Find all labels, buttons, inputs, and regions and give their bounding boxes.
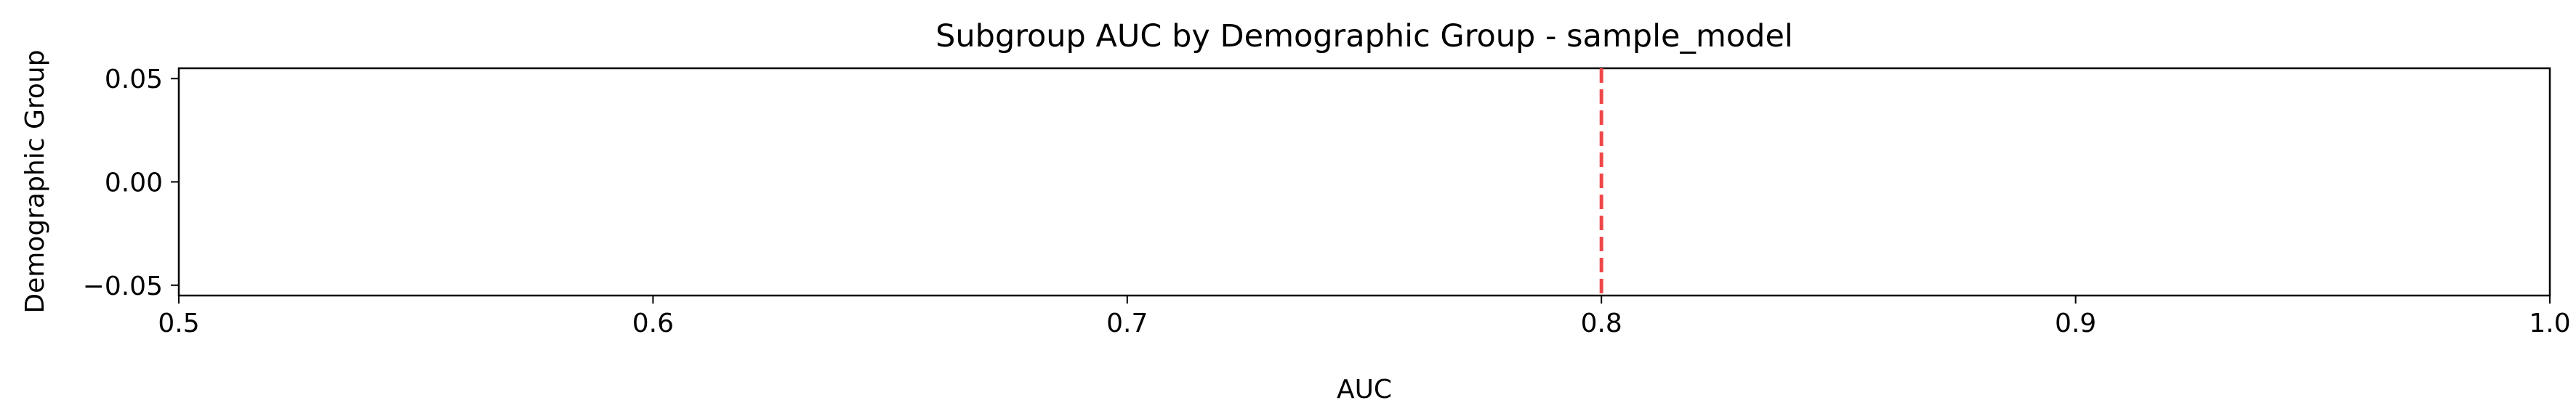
- x-axis: 0.5 0.6 0.7 0.8 0.9 1.0: [158, 296, 2571, 338]
- x-tick-label: 0.5: [158, 309, 199, 338]
- plot-area: [177, 67, 2551, 297]
- x-axis-label: AUC: [1337, 375, 1392, 404]
- chart-title: Subgroup AUC by Demographic Group - samp…: [935, 18, 1793, 54]
- plot-frame: [177, 67, 2551, 297]
- x-tick-label: 0.7: [1106, 309, 1148, 338]
- x-tick-label: 0.8: [1581, 309, 1622, 338]
- y-axis: 0.05 0.00 −0.05: [83, 65, 179, 301]
- y-tick-label: 0.05: [105, 65, 163, 94]
- x-tick-label: 1.0: [2529, 309, 2570, 338]
- x-tick-label: 0.9: [2055, 309, 2096, 338]
- y-tick-label: 0.00: [105, 168, 163, 198]
- y-tick-label: −0.05: [83, 272, 163, 301]
- x-tick-label: 0.6: [632, 309, 674, 338]
- y-axis-label: Demographic Group: [20, 49, 50, 313]
